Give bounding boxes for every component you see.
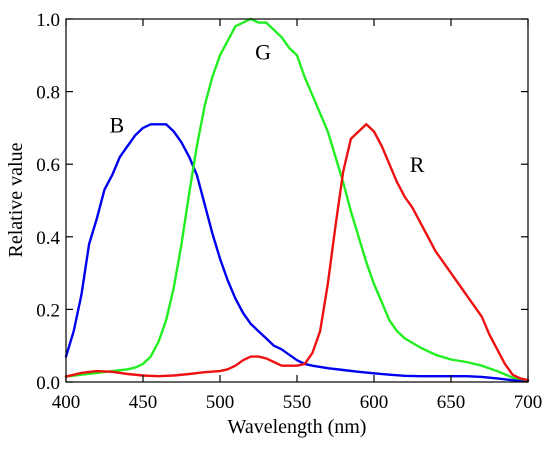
- series-g-label: G: [255, 40, 271, 65]
- y-tick-label: 0.0: [36, 373, 60, 394]
- series-labels: B G R: [109, 40, 424, 178]
- x-axis-label: Wavelength (nm): [228, 416, 367, 438]
- series-b-line: [64, 123, 530, 383]
- x-tick-label: 500: [206, 392, 235, 413]
- series-r-line: [64, 123, 530, 382]
- y-tick-label: 1.0: [36, 10, 60, 31]
- x-axis-ticks: 400 450 500 550 600 650 700: [52, 19, 543, 413]
- x-tick-label: 400: [52, 392, 81, 413]
- y-tick-label: 0.6: [36, 155, 60, 176]
- y-tick-label: 0.4: [36, 228, 60, 249]
- series-r-label: R: [410, 152, 425, 177]
- y-axis-ticks: 0.0 0.2 0.4 0.6 0.8 1.0: [36, 10, 528, 394]
- plot-curves: [64, 17, 530, 383]
- series-g-line: [64, 17, 530, 382]
- x-tick-label: 700: [514, 392, 543, 413]
- x-tick-label: 650: [437, 392, 466, 413]
- y-tick-label: 0.8: [36, 83, 60, 104]
- series-b-label: B: [109, 112, 124, 137]
- y-tick-label: 0.2: [36, 300, 60, 321]
- plot-frame: [65, 18, 529, 383]
- x-tick-label: 550: [283, 392, 312, 413]
- x-tick-label: 600: [360, 392, 389, 413]
- y-axis-label: Relative value: [5, 142, 27, 257]
- x-tick-label: 450: [129, 392, 158, 413]
